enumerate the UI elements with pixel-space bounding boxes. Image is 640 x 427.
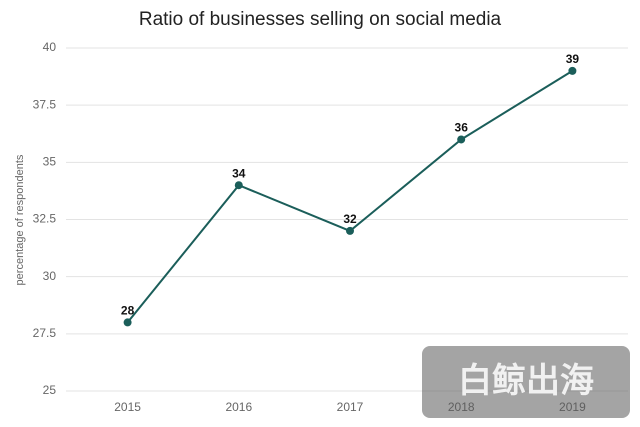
y-tick-label: 25	[43, 383, 57, 397]
y-tick-label: 30	[43, 269, 57, 283]
y-axis-label: percentage of respondents	[14, 154, 26, 285]
data-label: 32	[343, 212, 357, 226]
data-line	[126, 70, 573, 324]
y-tick-label: 32.5	[33, 212, 57, 226]
data-point	[457, 135, 466, 144]
data-label: 36	[455, 121, 469, 135]
chart-title: Ratio of businesses selling on social me…	[139, 9, 502, 30]
y-tick-label: 27.5	[33, 326, 57, 340]
y-tick-label: 37.5	[33, 97, 57, 111]
x-tick-label: 2016	[225, 400, 252, 414]
watermark: 白鲸出海	[458, 362, 594, 400]
data-label: 39	[566, 52, 580, 66]
x-tick-label: 2015	[114, 400, 141, 414]
data-point	[234, 181, 243, 190]
data-point	[123, 318, 132, 327]
data-point	[346, 226, 354, 235]
y-tick-label: 40	[43, 40, 57, 54]
data-point	[568, 66, 577, 75]
data-label: 28	[121, 304, 135, 318]
x-tick-label: 2017	[337, 400, 364, 414]
data-label: 34	[232, 166, 246, 180]
y-tick-label: 35	[43, 155, 57, 169]
watermark-box	[422, 346, 630, 418]
